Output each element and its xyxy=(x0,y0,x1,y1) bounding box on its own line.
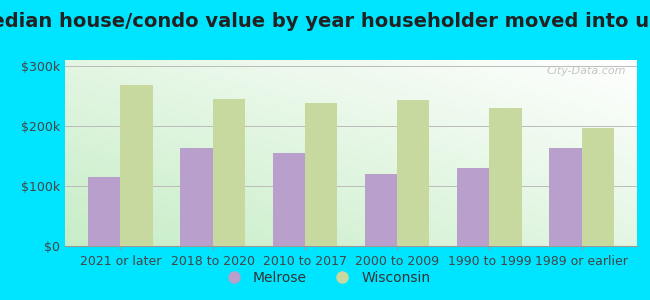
Bar xyxy=(457,168,489,246)
Bar xyxy=(305,103,337,246)
Bar xyxy=(582,128,614,246)
Bar xyxy=(365,174,397,246)
Bar xyxy=(180,148,213,246)
Bar xyxy=(272,153,305,246)
Bar xyxy=(549,148,582,246)
Bar xyxy=(213,99,245,246)
Legend: Melrose, Wisconsin: Melrose, Wisconsin xyxy=(214,265,436,290)
Bar xyxy=(489,108,522,246)
Bar xyxy=(397,100,430,246)
Bar xyxy=(88,177,120,246)
Text: City-Data.com: City-Data.com xyxy=(546,66,625,76)
Text: Median house/condo value by year householder moved into unit: Median house/condo value by year househo… xyxy=(0,12,650,31)
Bar xyxy=(120,85,153,246)
